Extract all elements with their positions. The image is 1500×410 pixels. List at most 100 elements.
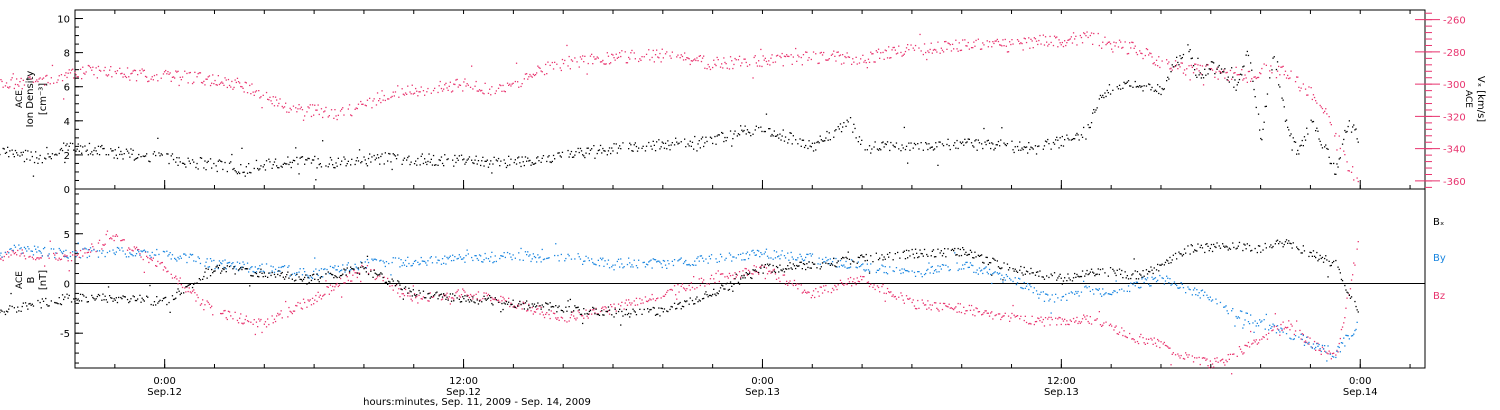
bz-series-point xyxy=(922,302,924,304)
density-series-point xyxy=(123,153,125,155)
bz-series-point xyxy=(1137,342,1140,345)
bx-series-point xyxy=(1032,272,1034,274)
by-series-point xyxy=(1108,293,1111,295)
vx-series-point xyxy=(987,46,989,48)
bz-series-point xyxy=(75,250,77,252)
density-series-point xyxy=(956,139,958,142)
vx-series-point xyxy=(251,83,253,85)
bx-series-point xyxy=(918,256,920,258)
density-series-point xyxy=(574,154,576,156)
bx-series-point xyxy=(584,313,586,315)
vx-series-point xyxy=(714,63,716,65)
density-series-point xyxy=(371,156,373,158)
vx-series-point xyxy=(135,80,138,82)
density-series-point xyxy=(1004,143,1006,146)
bz-series-point xyxy=(112,235,114,237)
density-series-point xyxy=(506,164,509,167)
vx-series-point xyxy=(411,84,413,86)
vx-series-point xyxy=(181,76,184,78)
density-series-point xyxy=(1232,76,1234,78)
by-series-point xyxy=(740,253,742,255)
by-series-point xyxy=(476,257,478,260)
by-series-point xyxy=(162,250,165,253)
by-series-point xyxy=(307,275,309,277)
density-series-point xyxy=(1239,73,1242,75)
by-series-point xyxy=(963,268,965,270)
by-series-point xyxy=(1060,299,1062,301)
vx-tick-label: -280 xyxy=(1443,48,1466,59)
by-series-point xyxy=(645,263,648,265)
vx-series-point xyxy=(46,74,48,77)
by-series-point xyxy=(1009,277,1011,280)
by-series-point xyxy=(261,263,263,265)
by-series-point xyxy=(28,248,30,250)
bx-series-point xyxy=(418,289,420,292)
vx-series-point xyxy=(292,105,295,107)
bx-series-point xyxy=(877,259,880,261)
density-series-point xyxy=(255,159,258,162)
vx-series-point xyxy=(633,52,635,54)
bx-series-point xyxy=(795,267,797,270)
bx-series-point xyxy=(102,293,104,295)
vx-series-point xyxy=(1325,108,1327,110)
by-series-point xyxy=(32,254,35,256)
vx-series-point xyxy=(1152,63,1154,65)
vx-series-point xyxy=(172,76,175,78)
vx-series-point xyxy=(239,82,241,84)
bx-series-point xyxy=(16,311,18,313)
vx-series-point xyxy=(392,91,394,93)
bz-series-point xyxy=(644,296,647,298)
by-series-point xyxy=(480,255,482,257)
bz-series-point xyxy=(1208,367,1210,369)
bx-series-point xyxy=(277,273,279,276)
density-series-point xyxy=(946,143,948,146)
bz-series-point xyxy=(143,271,145,273)
bz-series-point xyxy=(175,275,177,277)
vx-series-point xyxy=(336,118,338,121)
vx-series-point xyxy=(583,61,585,63)
by-series-point xyxy=(761,253,763,256)
vx-series-point xyxy=(940,47,942,49)
by-series-point xyxy=(1289,337,1291,339)
bz-series-point xyxy=(693,276,695,278)
bz-series-point xyxy=(931,304,933,306)
density-series-point xyxy=(1290,133,1292,135)
bx-series-point xyxy=(633,310,635,312)
bz-series-point xyxy=(261,331,263,334)
by-series-point xyxy=(986,271,988,273)
bx-series-point xyxy=(161,300,163,302)
by-series-point xyxy=(565,257,567,260)
density-series-point xyxy=(586,147,588,149)
density-series-point xyxy=(373,154,375,157)
bx-series-point xyxy=(50,300,52,302)
density-series-point xyxy=(712,142,714,145)
vx-series-point xyxy=(1131,41,1133,43)
density-series-point xyxy=(92,154,94,156)
density-series-point xyxy=(325,165,327,167)
bz-series-point xyxy=(792,284,794,287)
bx-series-point xyxy=(771,271,773,273)
vx-series-point xyxy=(100,70,102,72)
by-series-point xyxy=(1129,290,1131,293)
density-series-point xyxy=(588,153,590,155)
by-series-point xyxy=(1294,335,1297,337)
vx-series-point xyxy=(1176,64,1178,66)
vx-series-point xyxy=(454,83,456,86)
by-series-point xyxy=(1336,350,1338,352)
bx-series-point xyxy=(189,283,191,285)
bx-series-point xyxy=(1098,273,1100,276)
density-series-point xyxy=(1207,73,1209,75)
by-series-point xyxy=(248,271,250,273)
by-series-point xyxy=(156,248,158,251)
density-series-point xyxy=(1068,139,1070,141)
density-series-point xyxy=(902,147,904,149)
by-series-point xyxy=(1116,291,1118,294)
vx-series-point xyxy=(1093,32,1095,35)
density-series-point xyxy=(1166,80,1168,82)
bz-series-point xyxy=(276,315,278,317)
vx-series-point xyxy=(1127,52,1130,55)
density-series-point xyxy=(276,165,278,167)
bx-series-point xyxy=(588,310,590,313)
vx-series-point xyxy=(351,115,353,117)
density-series-point xyxy=(1022,148,1024,151)
